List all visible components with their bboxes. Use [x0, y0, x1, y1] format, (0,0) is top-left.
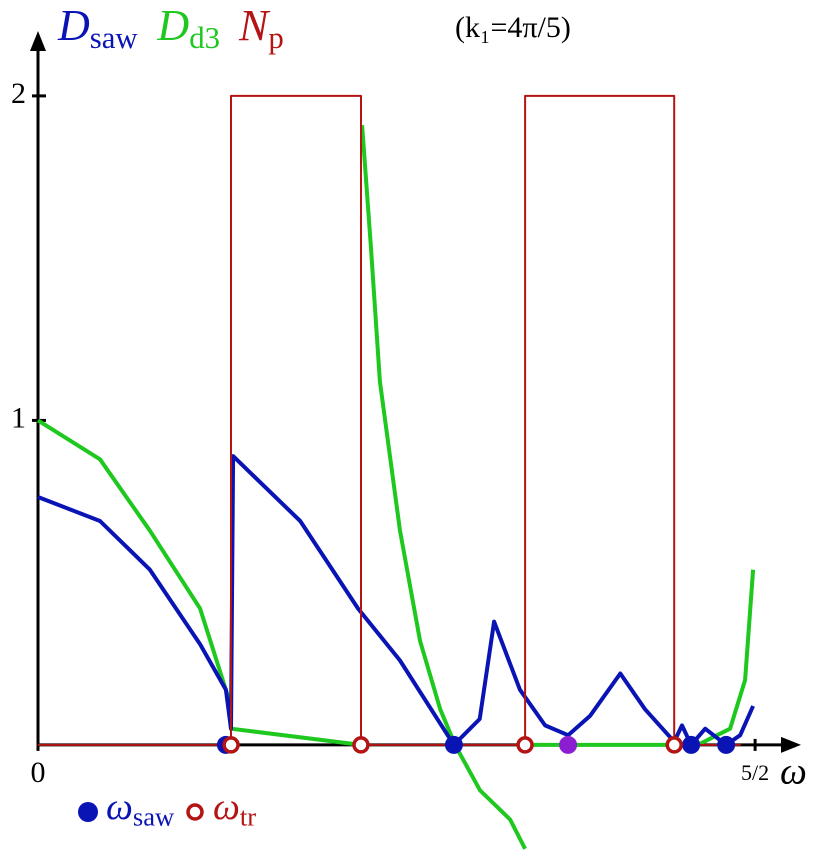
legend-label: Dd3 [156, 1, 220, 55]
marker [665, 736, 683, 754]
legend-marker [186, 803, 204, 821]
x-tick-label: 0 [31, 756, 46, 789]
annotation: (k₁=4π/5) [455, 11, 571, 44]
y-tick-label: 2 [11, 77, 26, 110]
marker [352, 736, 370, 754]
legend-label: ωsaw [106, 786, 175, 832]
x-axis-arrow [781, 736, 801, 753]
marker [559, 735, 578, 754]
series-line [38, 94, 741, 746]
marker [516, 736, 534, 754]
x-tick-label: 5/2 [741, 760, 769, 785]
y-axis-arrow [30, 31, 46, 51]
x-axis-label: ω [780, 751, 807, 793]
legend-label: Np [238, 1, 284, 55]
marker [222, 736, 240, 754]
legend-marker [78, 802, 98, 822]
series-line [36, 124, 756, 850]
marker [682, 735, 701, 754]
y-tick-label: 1 [11, 401, 26, 434]
legend-label: Dsaw [57, 1, 138, 55]
marker [717, 735, 736, 754]
marker [444, 735, 463, 754]
legend-label: ωtr [213, 786, 256, 832]
